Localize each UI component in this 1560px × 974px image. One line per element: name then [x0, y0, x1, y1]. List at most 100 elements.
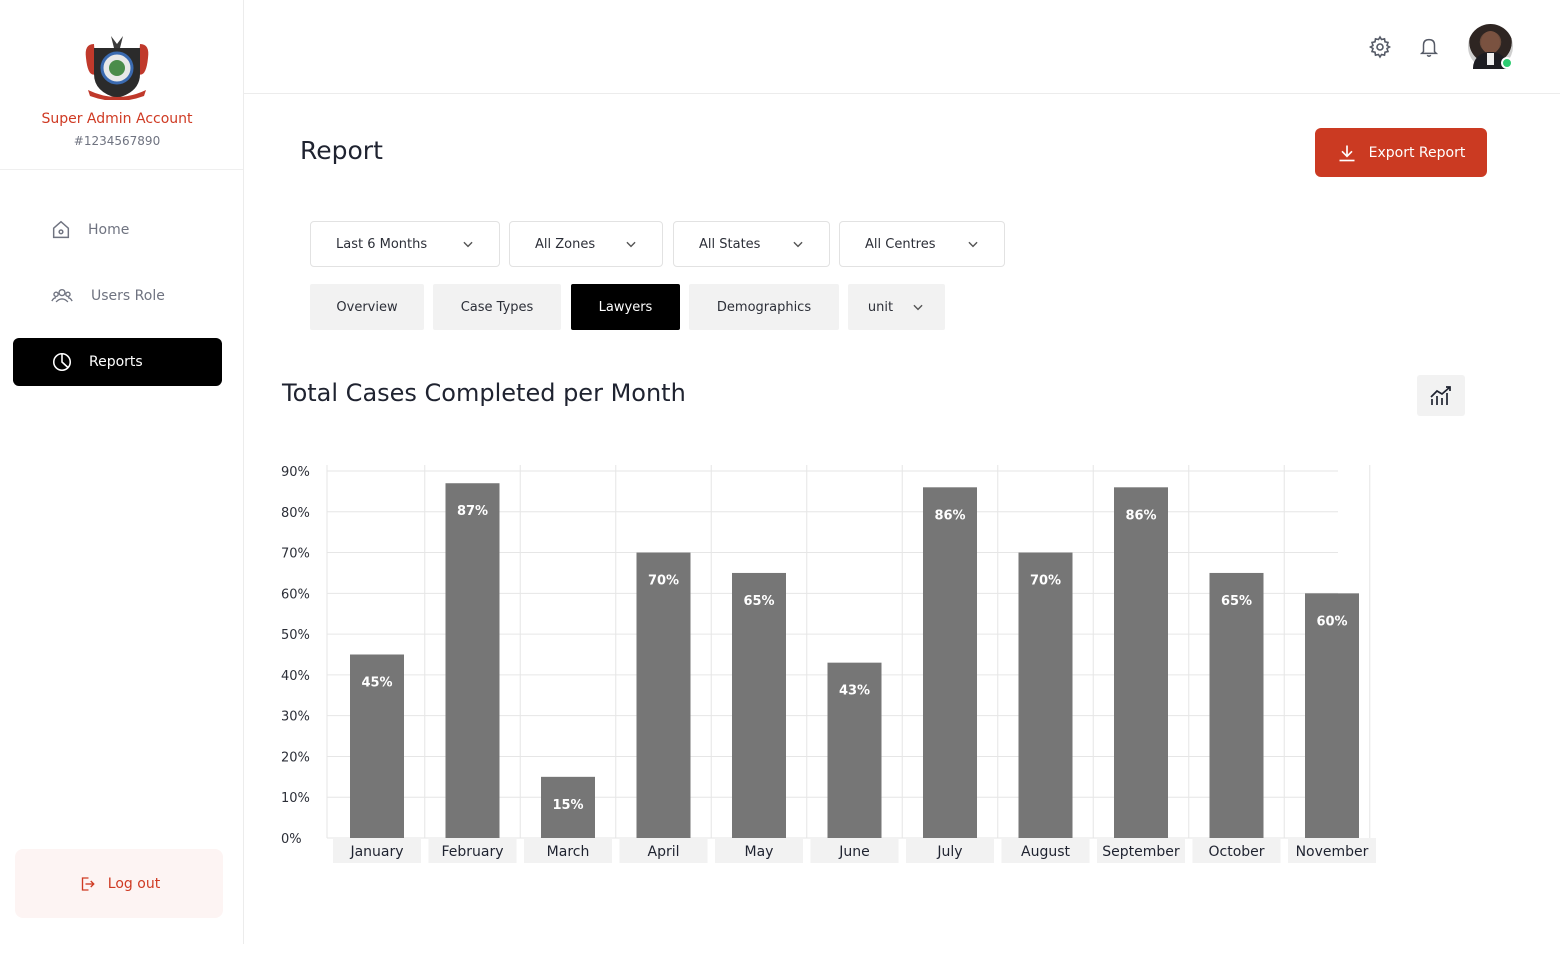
bar: [636, 552, 691, 838]
tab-label: Demographics: [716, 299, 812, 315]
sidebar-item-label: Home: [88, 222, 130, 238]
export-report-label: Export Report: [1368, 144, 1466, 161]
x-tick-label-bg: [1192, 838, 1281, 863]
bar: [732, 572, 786, 838]
bar: [1114, 487, 1168, 838]
x-tick-label-bg: [524, 838, 612, 863]
account-id: #1234567890: [73, 134, 161, 148]
online-status-dot: [1501, 57, 1513, 69]
x-tick-label: August: [1021, 844, 1071, 860]
line-chart-icon: [1430, 385, 1451, 405]
chevron-down-icon: [966, 237, 980, 251]
avatar-face: [1481, 31, 1500, 54]
sidebar: Super Admin Account #1234567890 Home Use…: [0, 0, 244, 944]
x-tick-label: November: [1296, 844, 1369, 860]
tab-label: Case Types: [460, 299, 534, 315]
chevron-down-icon: [791, 237, 805, 251]
states-dropdown-label: All States: [699, 236, 761, 252]
bar-value-label: 87%: [457, 504, 488, 519]
bar-value-label: 45%: [361, 676, 392, 691]
y-tick-label: 20%: [281, 750, 310, 765]
bar: [1305, 593, 1359, 838]
x-tick-label-bg: [428, 838, 517, 863]
page-title: Report: [300, 136, 383, 165]
tab-label: Overview: [336, 299, 398, 315]
x-tick-label-bg: [715, 838, 803, 863]
zones-dropdown[interactable]: All Zones: [509, 221, 663, 267]
chevron-down-icon: [911, 300, 925, 314]
y-tick-label: 60%: [281, 587, 310, 602]
x-tick-label: May: [745, 844, 774, 860]
brand-block: Super Admin Account #1234567890: [0, 0, 243, 170]
tab-lawyers[interactable]: Lawyers: [571, 284, 680, 330]
export-report-button[interactable]: Export Report: [1315, 128, 1487, 177]
sidebar-item-home[interactable]: Home: [13, 206, 222, 254]
x-tick-label-bg: [333, 838, 421, 863]
x-tick-label: February: [441, 844, 503, 860]
chevron-down-icon: [461, 237, 475, 251]
gear-icon: [1368, 35, 1392, 59]
bar-value-label: 86%: [934, 508, 965, 523]
bar: [350, 654, 404, 838]
bar: [827, 662, 882, 838]
pie-chart-icon: [51, 351, 73, 373]
period-dropdown[interactable]: Last 6 Months: [310, 221, 500, 267]
bar: [923, 487, 977, 838]
chart-type-toggle-button[interactable]: [1417, 375, 1465, 416]
y-tick-label: 80%: [281, 506, 310, 521]
coat-of-arms-logo: [85, 36, 149, 100]
x-tick-label: April: [648, 844, 680, 860]
x-tick-label: September: [1102, 844, 1180, 860]
bar: [445, 483, 500, 838]
sidebar-item-reports[interactable]: Reports: [13, 338, 222, 386]
bar-value-label: 70%: [1030, 574, 1061, 589]
bar-value-label: 70%: [648, 574, 679, 589]
notifications-button[interactable]: [1416, 34, 1442, 60]
sidebar-item-users-role[interactable]: Users Role: [13, 272, 222, 320]
y-tick-label: 40%: [281, 669, 310, 684]
tab-unit-dropdown[interactable]: unit: [848, 284, 945, 330]
bar: [1209, 572, 1264, 838]
avatar-shirt: [1487, 53, 1494, 65]
sidebar-item-label: Reports: [89, 354, 143, 370]
users-icon: [51, 285, 73, 307]
tab-overview[interactable]: Overview: [310, 284, 424, 330]
logout-button[interactable]: Log out: [15, 849, 223, 918]
chevron-down-icon: [624, 237, 638, 251]
y-tick-label: 70%: [281, 547, 310, 562]
sidebar-item-label: Users Role: [91, 288, 165, 304]
tab-case-types[interactable]: Case Types: [433, 284, 561, 330]
bar: [1018, 552, 1073, 838]
tab-label: unit: [867, 299, 894, 315]
account-name: Super Admin Account: [41, 111, 193, 127]
x-tick-label: January: [349, 844, 403, 860]
x-tick-label-bg: [1097, 838, 1185, 863]
topbar: [244, 0, 1560, 94]
x-tick-label: July: [936, 844, 962, 860]
tab-demographics[interactable]: Demographics: [689, 284, 839, 330]
settings-button[interactable]: [1367, 34, 1393, 60]
states-dropdown[interactable]: All States: [673, 221, 830, 267]
y-tick-label: 10%: [281, 791, 310, 806]
bar: [541, 776, 595, 838]
x-tick-label-bg: [906, 838, 994, 863]
period-dropdown-label: Last 6 Months: [336, 236, 428, 252]
bar-value-label: 65%: [743, 594, 774, 609]
x-tick-label-bg: [1288, 838, 1376, 863]
avatar[interactable]: [1468, 24, 1513, 69]
x-tick-label-bg: [619, 838, 708, 863]
logout-icon: [78, 875, 96, 893]
y-tick-label: 50%: [281, 628, 310, 643]
centres-dropdown[interactable]: All Centres: [839, 221, 1005, 267]
bar-value-label: 43%: [839, 684, 870, 699]
x-tick-label: June: [838, 844, 870, 860]
home-icon: [50, 219, 72, 241]
bar-value-label: 86%: [1125, 508, 1156, 523]
y-tick-label: 30%: [281, 710, 310, 725]
bar-value-label: 60%: [1316, 614, 1347, 629]
x-tick-label-bg: [810, 838, 899, 863]
bar-value-label: 65%: [1221, 594, 1252, 609]
tab-label: Lawyers: [598, 299, 653, 315]
x-tick-label: October: [1208, 844, 1264, 860]
y-tick-label: 0%: [281, 832, 302, 847]
